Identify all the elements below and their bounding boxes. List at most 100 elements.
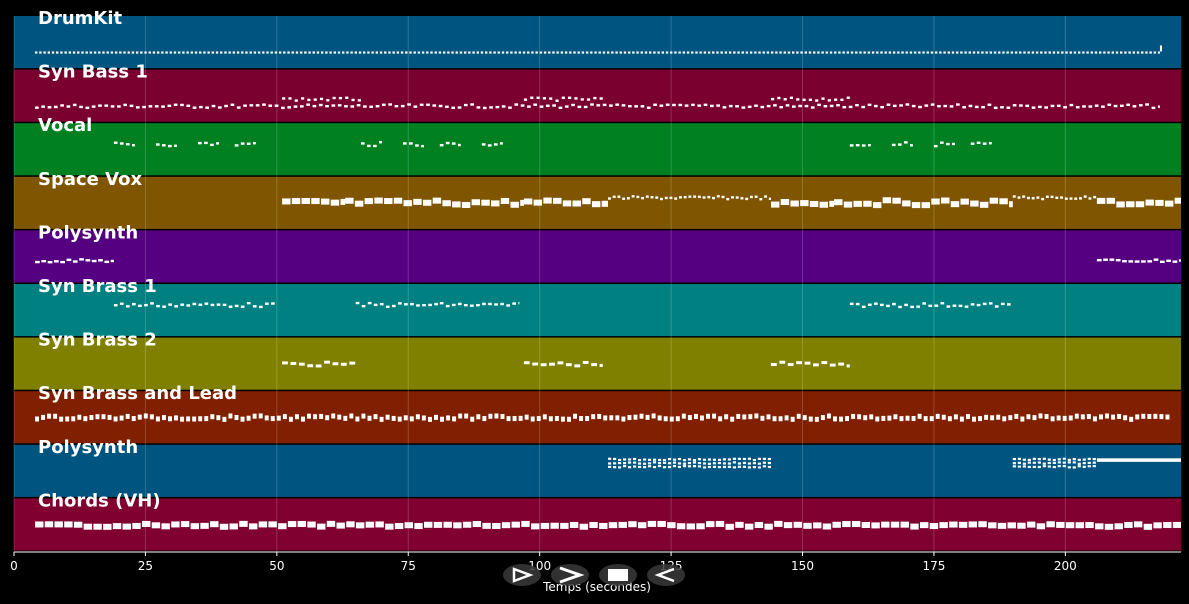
note [458, 413, 463, 419]
note [911, 104, 916, 108]
track-3-lane[interactable] [14, 123, 1181, 176]
note [101, 414, 106, 420]
note [706, 521, 715, 528]
note [1124, 51, 1127, 54]
note [35, 260, 40, 264]
note [1082, 458, 1086, 461]
note [804, 51, 807, 54]
note [222, 303, 227, 307]
note [340, 198, 346, 205]
note [354, 51, 358, 54]
note [596, 104, 601, 107]
note [787, 363, 794, 367]
note [657, 461, 662, 465]
note [138, 304, 142, 308]
note [340, 362, 347, 366]
note [552, 104, 556, 107]
note [793, 521, 802, 528]
track-9-lane[interactable] [14, 444, 1181, 497]
note [207, 51, 210, 54]
track-6-lane[interactable] [14, 284, 1181, 337]
note [234, 304, 239, 308]
note [861, 144, 866, 147]
note [988, 522, 997, 529]
note [1122, 260, 1127, 263]
note [354, 200, 364, 207]
note [205, 106, 210, 109]
note [154, 105, 159, 108]
note [457, 302, 462, 306]
note [295, 51, 299, 54]
note [687, 415, 692, 421]
track-1-lane[interactable] [14, 16, 1181, 69]
note [129, 104, 134, 108]
track-2-lane[interactable] [14, 69, 1181, 122]
note [909, 51, 913, 54]
note [98, 104, 102, 107]
forward-button[interactable] [551, 564, 589, 586]
note [900, 521, 909, 528]
note [861, 521, 871, 528]
play-button[interactable] [503, 564, 541, 586]
note [1022, 195, 1026, 198]
note [194, 51, 198, 54]
note [240, 416, 245, 422]
note [543, 51, 547, 54]
note [351, 98, 355, 102]
track-9-name: Polysynth [38, 437, 138, 458]
note [173, 51, 177, 54]
note [970, 142, 975, 145]
note [632, 51, 635, 54]
note [432, 197, 442, 204]
note [672, 464, 677, 468]
note [842, 51, 845, 54]
note [737, 462, 742, 465]
rewind-button[interactable] [647, 564, 685, 586]
note [1038, 105, 1042, 109]
note [333, 51, 336, 54]
note [1057, 458, 1061, 461]
note [808, 51, 812, 54]
note [1128, 260, 1134, 263]
note [518, 301, 520, 305]
note [229, 523, 238, 530]
note [876, 51, 879, 54]
note [168, 303, 172, 306]
note [1065, 522, 1075, 529]
note [762, 465, 766, 468]
note [657, 51, 660, 54]
note [785, 104, 790, 107]
note [796, 413, 801, 419]
note [871, 522, 880, 529]
note [911, 415, 916, 421]
note [371, 51, 374, 54]
note [337, 104, 342, 107]
note [1096, 197, 1106, 204]
note [536, 416, 541, 422]
note [829, 51, 833, 54]
note [106, 51, 109, 54]
note [1040, 51, 1043, 54]
track-7-lane[interactable] [14, 337, 1181, 390]
note [1072, 461, 1076, 464]
note [548, 416, 553, 422]
note [848, 105, 853, 109]
note [1159, 260, 1165, 264]
track-5-lane[interactable] [14, 230, 1181, 283]
note [1165, 414, 1170, 420]
note [1166, 259, 1172, 262]
note [665, 103, 670, 106]
note [632, 461, 637, 464]
note [1126, 201, 1135, 208]
note [1006, 106, 1011, 109]
note [1017, 465, 1021, 468]
note [752, 465, 756, 469]
note [571, 103, 575, 107]
note [727, 458, 732, 461]
note [720, 51, 723, 54]
note [867, 303, 872, 306]
note [60, 104, 64, 107]
stop-button[interactable] [599, 564, 637, 586]
note [863, 415, 868, 421]
note [682, 465, 687, 468]
